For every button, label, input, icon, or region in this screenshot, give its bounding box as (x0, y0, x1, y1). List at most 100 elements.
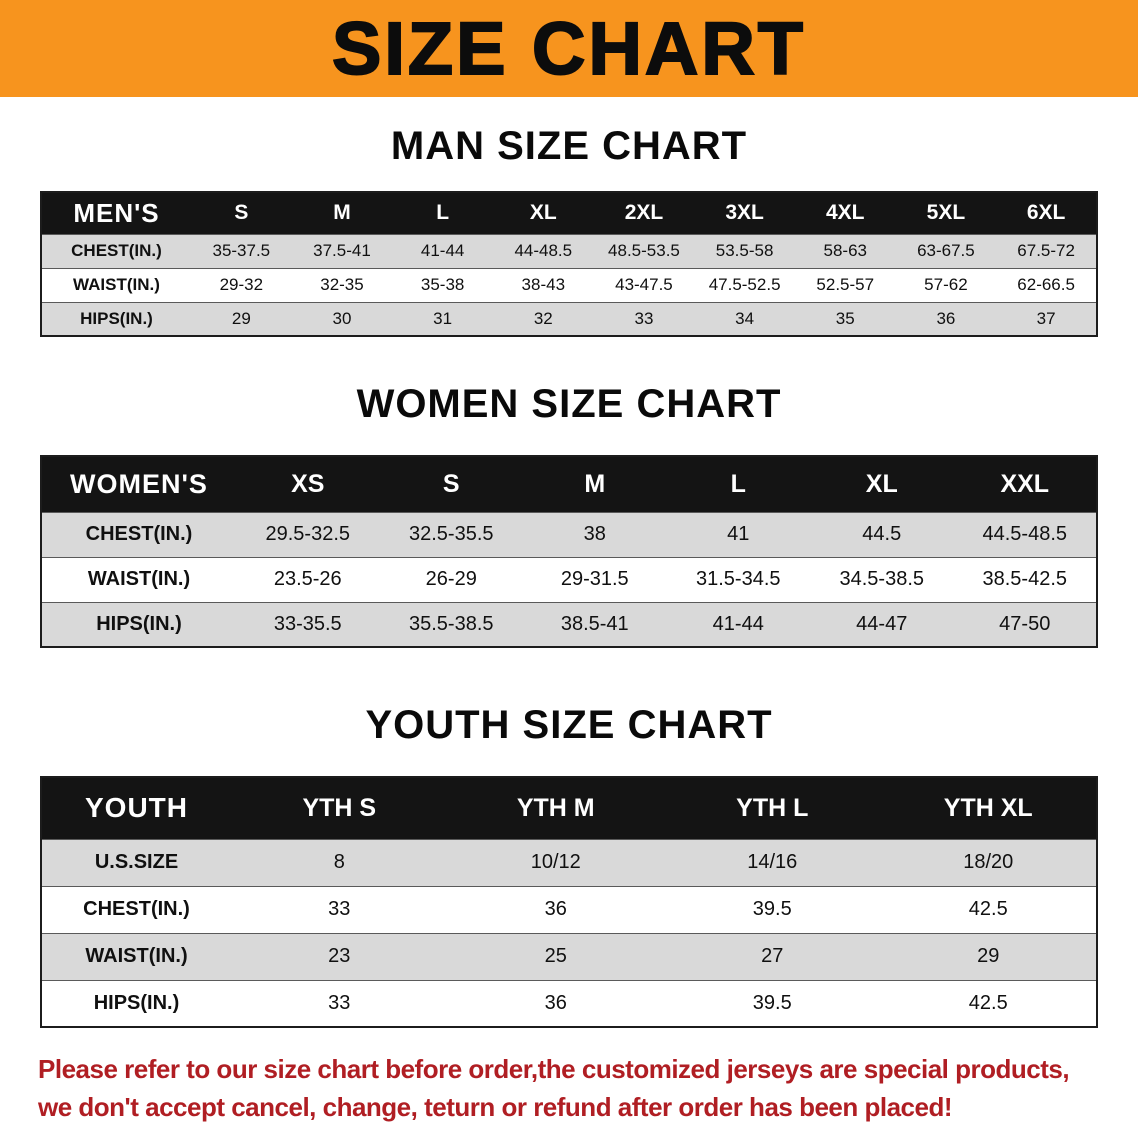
table-cell: 41-44 (666, 601, 810, 647)
table-row: HIPS(IN.) 33-35.5 35.5-38.5 38.5-41 41-44 44-… (41, 601, 1097, 647)
table-cell: 35 (794, 301, 896, 336)
table-cell: 52.5-57 (794, 267, 896, 302)
table-cell: 33 (231, 979, 448, 1027)
table-cell: 26-29 (379, 556, 523, 602)
column-header: 4XL (794, 192, 896, 234)
disclaimer-line-1: Please refer to our size chart before or… (38, 1054, 1070, 1084)
row-label: CHEST(IN.) (41, 511, 236, 557)
table-cell: 38-43 (492, 267, 594, 302)
row-label: WAIST(IN.) (41, 556, 236, 602)
women-size-table: WOMEN'S XS S M L XL XXL CHEST(IN.) 29.5-32.5 32.5… (40, 455, 1098, 648)
table-title-cell: WOMEN'S (41, 456, 236, 512)
youth-size-table: YOUTH YTH S YTH M YTH L YTH XL U.S.SIZE 8 10/12… (40, 776, 1098, 1028)
table-row: CHEST(IN.) 33 36 39.5 42.5 (41, 885, 1097, 933)
table-cell: 18/20 (880, 838, 1097, 886)
table-cell: 37 (996, 301, 1097, 336)
table-cell: 8 (231, 838, 448, 886)
table-cell: 10/12 (447, 838, 664, 886)
column-header: M (523, 456, 667, 512)
table-cell: 41-44 (392, 233, 493, 268)
column-header: XL (810, 456, 954, 512)
table-cell: 35.5-38.5 (379, 601, 523, 647)
table-cell: 58-63 (794, 233, 896, 268)
table-cell: 14/16 (664, 838, 881, 886)
table-cell: 41 (666, 511, 810, 557)
table-cell: 25 (447, 932, 664, 980)
size-table: YOUTH YTH S YTH M YTH L YTH XL U.S.SIZE 8 10/12… (40, 776, 1098, 1028)
column-header: M (291, 192, 393, 234)
size-table: MEN'S S M L XL 2XL 3XL 4XL 5XL 6XL CHEST(IN.) 35-37… (40, 191, 1098, 337)
table-cell: 34 (694, 301, 795, 336)
table-cell: 35-38 (392, 267, 493, 302)
column-header: XS (236, 456, 380, 512)
table-cell: 32-35 (291, 267, 393, 302)
women-section-heading: WOMEN SIZE CHART (356, 382, 782, 426)
table-cell: 37.5-41 (291, 233, 393, 268)
column-header: XL (492, 192, 594, 234)
row-label: HIPS(IN.) (41, 301, 191, 336)
disclaimer: Please refer to our size chart before or… (38, 1050, 1138, 1126)
column-header: 2XL (593, 192, 695, 234)
table-cell: 32 (492, 301, 594, 336)
table-cell: 42.5 (880, 979, 1097, 1027)
table-cell: 29-32 (191, 267, 292, 302)
table-cell: 30 (291, 301, 393, 336)
table-cell: 44.5 (810, 511, 954, 557)
table-cell: 67.5-72 (996, 233, 1097, 268)
column-header: YTH L (664, 777, 881, 839)
table-cell: 47.5-52.5 (694, 267, 795, 302)
table-cell: 33 (231, 885, 448, 933)
table-row: CHEST(IN.) 29.5-32.5 32.5-35.5 38 41 44.5 44.5… (41, 511, 1097, 557)
column-header: YTH S (231, 777, 448, 839)
table-cell: 31 (392, 301, 493, 336)
men-size-table: MEN'S S M L XL 2XL 3XL 4XL 5XL 6XL CHEST(IN.) 35-37… (40, 191, 1098, 337)
table-cell: 36 (447, 885, 664, 933)
men-size-section: MAN SIZE CHART MEN'S S M L XL 2XL 3XL 4XL 5XL 6XL… (0, 123, 1138, 337)
row-label: CHEST(IN.) (41, 885, 231, 933)
column-header: 6XL (996, 192, 1097, 234)
table-cell: 29 (191, 301, 292, 336)
table-cell: 23.5-26 (236, 556, 380, 602)
table-row: CHEST(IN.) 35-37.5 37.5-41 41-44 44-48.5 48.5… (41, 233, 1097, 268)
table-cell: 32.5-35.5 (379, 511, 523, 557)
column-header: S (191, 192, 292, 234)
table-cell: 34.5-38.5 (810, 556, 954, 602)
men-section-heading: MAN SIZE CHART (390, 124, 748, 168)
table-title-cell: MEN'S (41, 192, 191, 234)
column-header: 3XL (694, 192, 795, 234)
column-header: YTH M (447, 777, 664, 839)
women-size-section: WOMEN SIZE CHART WOMEN'S XS S M L XL XXL CHEST(… (0, 381, 1138, 648)
youth-size-section: YOUTH SIZE CHART YOUTH YTH S YTH M YTH L YTH… (0, 702, 1138, 1028)
banner: SIZE CHART (0, 0, 1138, 97)
column-header: L (666, 456, 810, 512)
table-cell: 36 (447, 979, 664, 1027)
table-cell: 53.5-58 (694, 233, 795, 268)
table-cell: 29.5-32.5 (236, 511, 380, 557)
table-cell: 63-67.5 (895, 233, 997, 268)
column-header: S (379, 456, 523, 512)
row-label: CHEST(IN.) (41, 233, 191, 268)
table-row: HIPS(IN.) 33 36 39.5 42.5 (41, 979, 1097, 1027)
page-title: SIZE CHART (331, 6, 806, 90)
table-cell: 39.5 (664, 979, 881, 1027)
table-cell: 38 (523, 511, 667, 557)
table-cell: 47-50 (953, 601, 1097, 647)
table-cell: 48.5-53.5 (593, 233, 695, 268)
youth-section-heading: YOUTH SIZE CHART (365, 703, 773, 747)
table-cell: 35-37.5 (191, 233, 292, 268)
table-cell: 38.5-42.5 (953, 556, 1097, 602)
table-cell: 23 (231, 932, 448, 980)
table-cell: 29 (880, 932, 1097, 980)
table-title-cell: YOUTH (41, 777, 231, 839)
table-cell: 62-66.5 (996, 267, 1097, 302)
table-header-row: MEN'S S M L XL 2XL 3XL 4XL 5XL 6XL (41, 192, 1097, 234)
column-header: L (392, 192, 493, 234)
table-row: WAIST(IN.) 23.5-26 26-29 29-31.5 31.5-34.5 34… (41, 556, 1097, 602)
row-label: WAIST(IN.) (41, 932, 231, 980)
column-header: YTH XL (880, 777, 1097, 839)
row-label: WAIST(IN.) (41, 267, 191, 302)
table-row: U.S.SIZE 8 10/12 14/16 18/20 (41, 838, 1097, 886)
table-cell: 29-31.5 (523, 556, 667, 602)
table-cell: 42.5 (880, 885, 1097, 933)
